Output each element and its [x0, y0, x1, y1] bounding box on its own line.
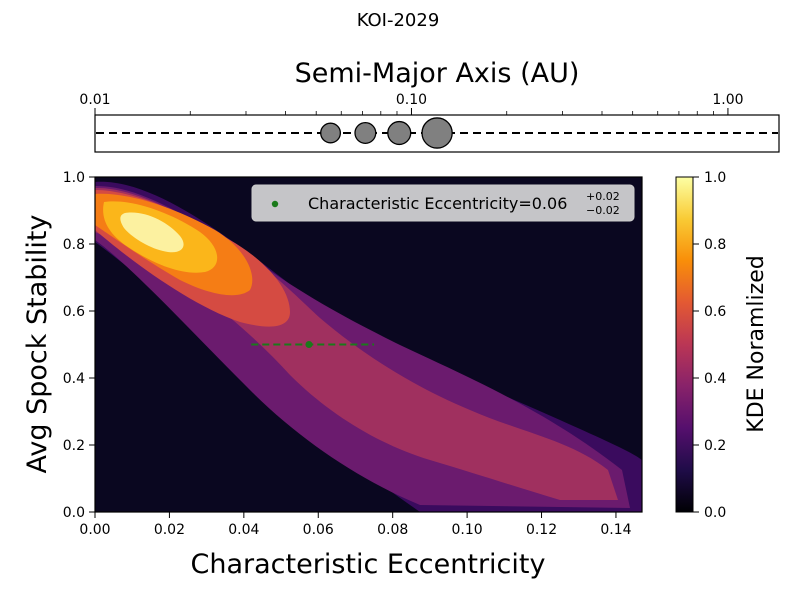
orbit-tick-label: 0.01: [79, 92, 110, 108]
colorbar-tick-label: 0.8: [704, 237, 726, 253]
x-tick-label: 0.04: [228, 522, 259, 538]
y-tick-label: 0.6: [63, 304, 85, 320]
y-axis-ticks: 0.0 0.2 0.4 0.6 0.8 1.0: [63, 170, 95, 521]
legend-label: Characteristic Eccentricity=0.06: [308, 194, 567, 213]
colorbar-ticks: 0.0 0.2 0.4 0.6 0.8 1.0: [693, 170, 726, 521]
x-tick-label: 0.10: [452, 522, 483, 538]
orbit-panel: Semi-Major Axis (AU) 0.01 0.10 1.00: [79, 58, 780, 153]
orbit-tick-label: 0.10: [396, 92, 427, 108]
y-tick-label: 1.0: [63, 170, 85, 186]
orbit-tick-label: 1.00: [712, 92, 743, 108]
colorbar-tick-label: 0.0: [704, 505, 726, 521]
legend: Characteristic Eccentricity=0.06 +0.02 −…: [251, 184, 635, 222]
figure-title: KOI-2029: [357, 10, 440, 31]
x-tick-label: 0.06: [303, 522, 334, 538]
colorbar-tick-label: 0.6: [704, 304, 726, 320]
legend-box: [251, 184, 635, 222]
colorbar-label: KDE Noramlized: [744, 255, 769, 432]
y-tick-label: 0.0: [63, 505, 85, 521]
marker-point: [305, 341, 313, 348]
stability-marker: [251, 341, 375, 348]
legend-sub: −0.02: [586, 204, 620, 217]
x-tick-label: 0.08: [377, 522, 408, 538]
colorbar-tick-label: 0.2: [704, 438, 726, 454]
planet-marker: [387, 120, 412, 146]
colorbar-gradient: [675, 176, 694, 513]
planet-marker: [320, 122, 342, 144]
planet-marker: [354, 121, 377, 145]
x-tick-label: 0.00: [79, 522, 110, 538]
kde-frame: [94, 176, 643, 513]
y-tick-label: 0.2: [63, 438, 85, 454]
x-tick-label: 0.14: [600, 522, 631, 538]
planet-markers: [320, 117, 453, 149]
colorbar-tick-label: 0.4: [704, 371, 726, 387]
colorbar: 0.0 0.2 0.4 0.6 0.8 1.0 KDE Noramlized: [675, 170, 769, 521]
x-axis-label: Characteristic Eccentricity: [191, 549, 546, 580]
legend-sup: +0.02: [586, 190, 620, 203]
colorbar-tick-label: 1.0: [704, 170, 726, 186]
y-tick-label: 0.8: [63, 237, 85, 253]
kde-level-7: [120, 212, 184, 253]
y-tick-label: 0.4: [63, 371, 85, 387]
kde-panel: Characteristic Eccentricity=0.06 +0.02 −…: [22, 170, 643, 580]
orbit-panel-title: Semi-Major Axis (AU): [295, 58, 580, 89]
orbit-panel-frame: [94, 114, 780, 153]
x-tick-label: 0.12: [526, 522, 557, 538]
planet-marker: [421, 117, 453, 149]
x-axis-ticks: 0.00 0.02 0.04 0.06 0.08 0.10 0.12 0.14: [79, 512, 632, 538]
orbit-axis-ticks: 0.01 0.10 1.00: [79, 92, 744, 115]
y-axis-label: Avg Spock Stability: [22, 215, 53, 474]
x-tick-label: 0.02: [154, 522, 185, 538]
legend-marker: [271, 200, 279, 208]
